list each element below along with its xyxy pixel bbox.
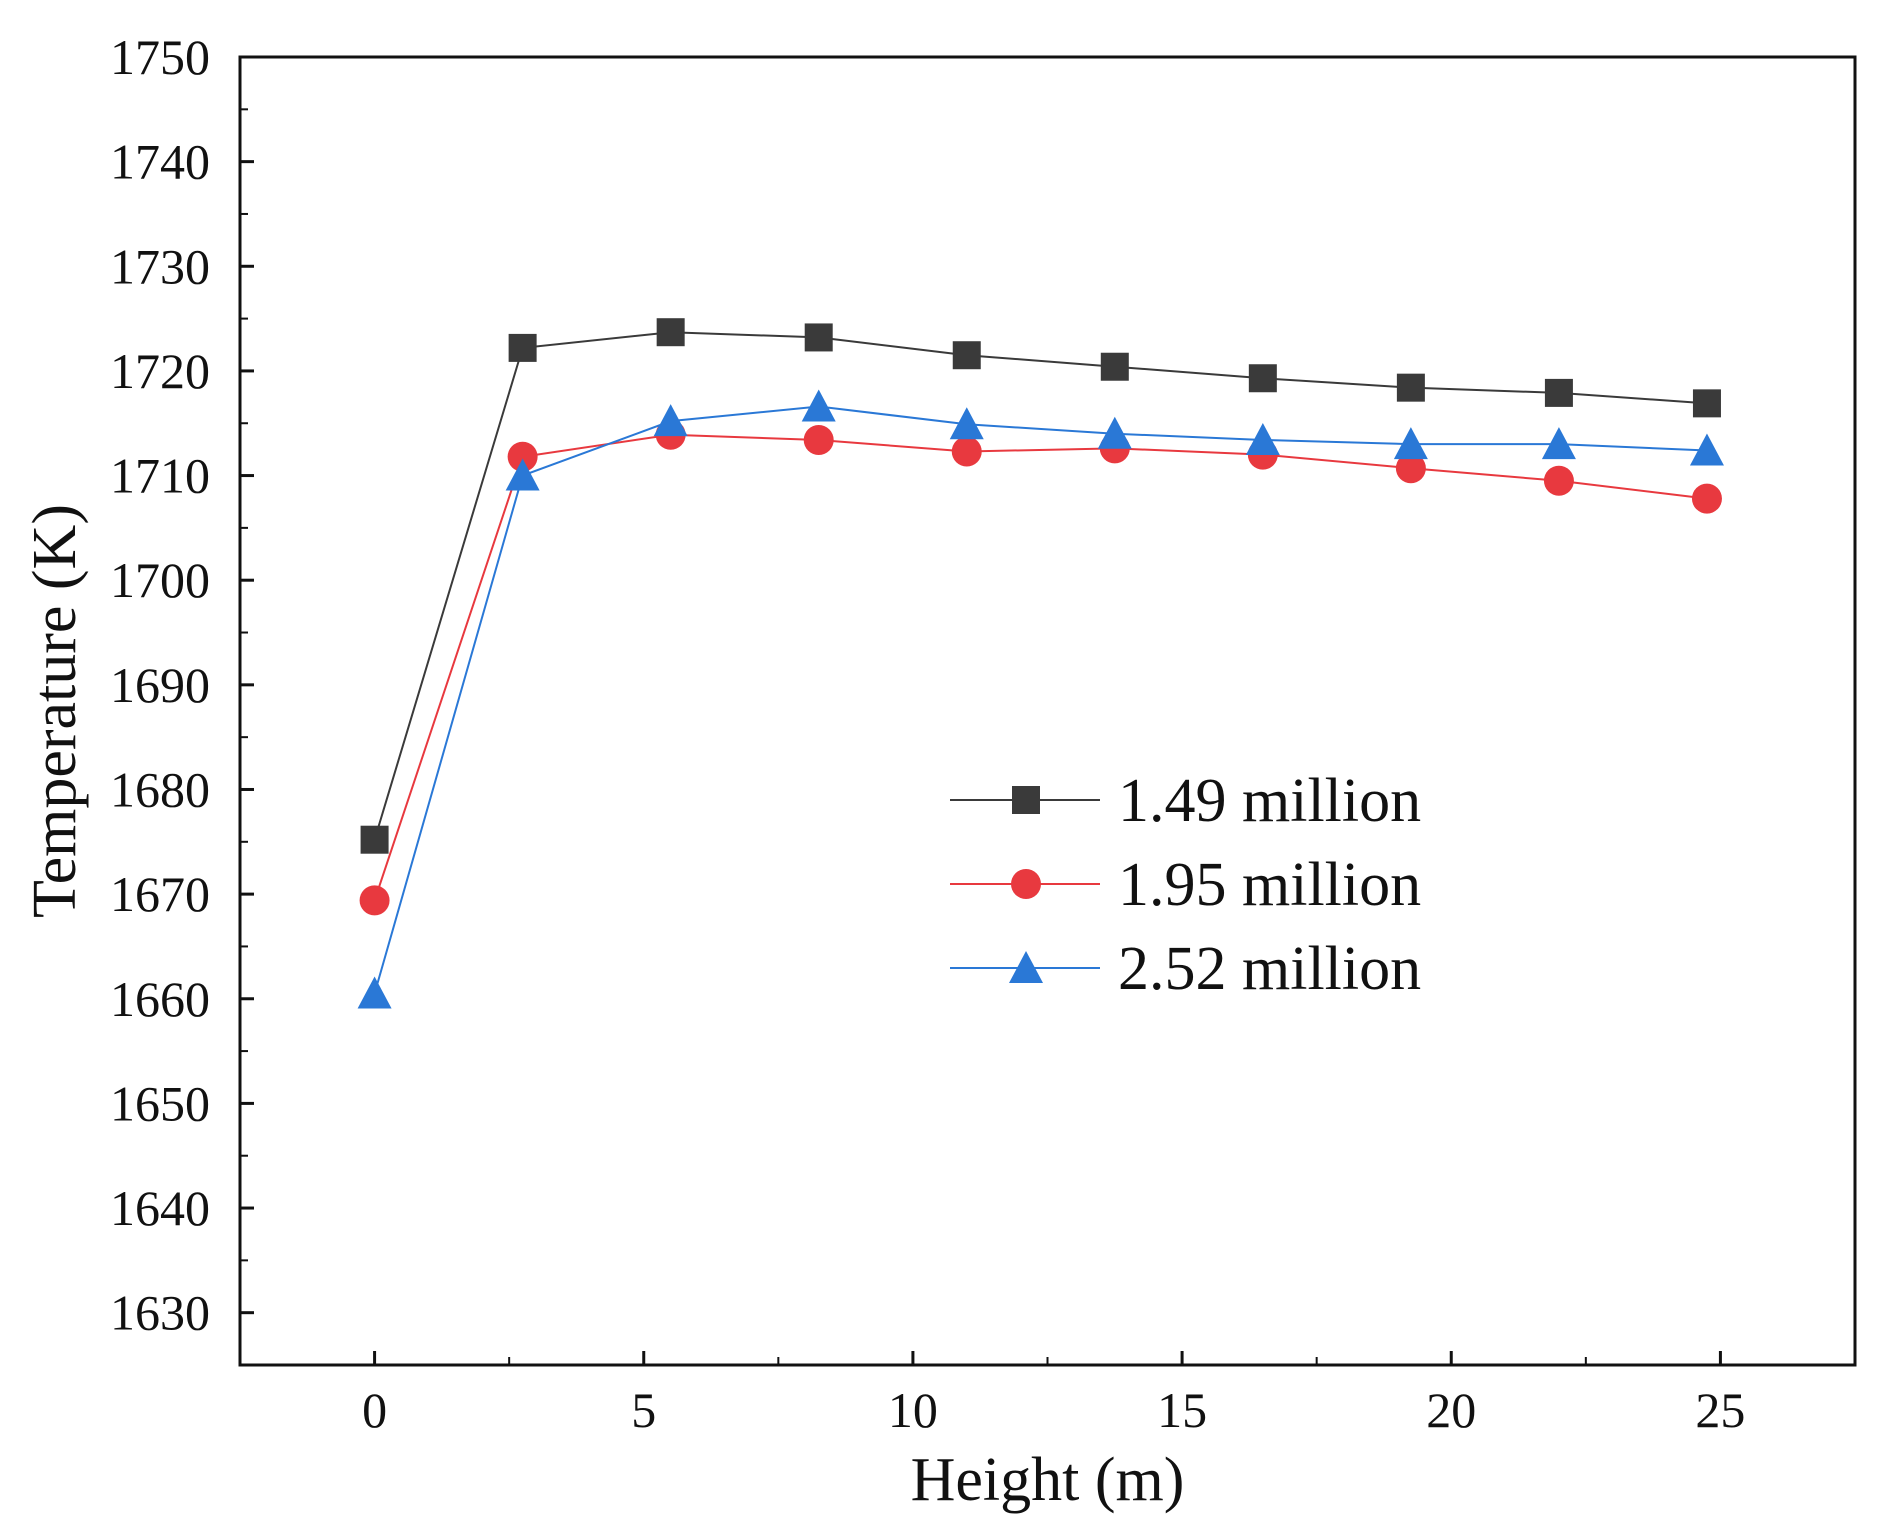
data-point-square bbox=[360, 825, 389, 854]
series-triangle bbox=[357, 389, 1724, 1009]
legend-item: 2.52 million bbox=[950, 935, 1421, 1003]
data-point-circle bbox=[507, 441, 538, 472]
axes: 1630 1640 1650 1660 1670 1680 1690 1700 1710 1720… bbox=[21, 29, 1745, 1514]
data-point-circle bbox=[1691, 483, 1722, 514]
data-point-triangle bbox=[653, 404, 688, 437]
legend-marker-circle bbox=[1011, 869, 1041, 899]
y-tick-label: 1730 bbox=[110, 238, 210, 294]
data-point-square bbox=[1396, 373, 1425, 402]
legend-marker-triangle bbox=[1009, 951, 1043, 983]
series-line bbox=[373, 433, 1708, 901]
legend-item: 1.49 million bbox=[950, 767, 1421, 835]
y-tick-label: 1750 bbox=[110, 29, 210, 85]
data-point-triangle bbox=[1097, 416, 1132, 449]
data-point-circle bbox=[359, 885, 390, 916]
data-point-triangle bbox=[1541, 427, 1576, 460]
y-tick-label: 1670 bbox=[110, 866, 210, 922]
y-tick-label: 1640 bbox=[110, 1180, 210, 1236]
data-point-triangle bbox=[801, 389, 836, 422]
data-point-square bbox=[804, 323, 833, 352]
data-point-triangle bbox=[505, 458, 540, 491]
x-axis-title: Height (m) bbox=[911, 1446, 1185, 1514]
plot-frame bbox=[238, 55, 1857, 1367]
data-point-circle bbox=[803, 424, 834, 455]
legend: 1.49 million 1.95 million 2.52 million bbox=[950, 767, 1421, 1003]
data-point-square bbox=[1248, 364, 1277, 393]
data-point-circle bbox=[1395, 453, 1426, 484]
x-tick-label: 25 bbox=[1695, 1382, 1745, 1438]
data-series bbox=[357, 318, 1724, 1009]
data-point-circle bbox=[951, 436, 982, 467]
data-point-square bbox=[1692, 389, 1721, 418]
data-point-triangle bbox=[1689, 433, 1724, 466]
data-point-triangle bbox=[357, 976, 392, 1009]
x-tick-label: 20 bbox=[1426, 1382, 1476, 1438]
data-point-triangle bbox=[1393, 427, 1428, 460]
y-tick-label: 1650 bbox=[110, 1075, 210, 1131]
y-tick-label: 1690 bbox=[110, 657, 210, 713]
legend-item: 1.95 million bbox=[950, 851, 1421, 919]
y-tick-label: 1720 bbox=[110, 343, 210, 399]
data-point-square bbox=[656, 318, 685, 347]
y-tick-label: 1680 bbox=[110, 761, 210, 817]
y-tick-label: 1660 bbox=[110, 971, 210, 1027]
y-tick-label: 1630 bbox=[110, 1285, 210, 1341]
x-tick-label: 15 bbox=[1157, 1382, 1207, 1438]
x-tick-label: 0 bbox=[362, 1382, 387, 1438]
legend-label: 1.95 million bbox=[1118, 851, 1421, 919]
data-point-triangle bbox=[1245, 422, 1280, 455]
data-point-square bbox=[1544, 378, 1573, 407]
series-line bbox=[373, 405, 1708, 994]
series-circle bbox=[359, 419, 1722, 916]
x-tick-label: 5 bbox=[631, 1382, 656, 1438]
data-point-square bbox=[952, 341, 981, 370]
data-point-square bbox=[1100, 352, 1129, 381]
data-point-circle bbox=[1543, 465, 1574, 496]
data-point-square bbox=[508, 333, 537, 362]
x-tick-label: 10 bbox=[888, 1382, 938, 1438]
y-tick-label: 1710 bbox=[110, 448, 210, 504]
legend-label: 1.49 million bbox=[1118, 767, 1421, 835]
y-tick-label: 1700 bbox=[110, 552, 210, 608]
series-square bbox=[360, 318, 1721, 854]
legend-marker-square bbox=[1012, 786, 1040, 814]
series-line bbox=[373, 331, 1708, 840]
plot-area bbox=[238, 55, 1857, 1367]
y-axis-title: Temperature (K) bbox=[21, 504, 89, 918]
legend-label: 2.52 million bbox=[1118, 935, 1421, 1003]
data-point-triangle bbox=[949, 407, 984, 440]
y-tick-label: 1740 bbox=[110, 134, 210, 190]
